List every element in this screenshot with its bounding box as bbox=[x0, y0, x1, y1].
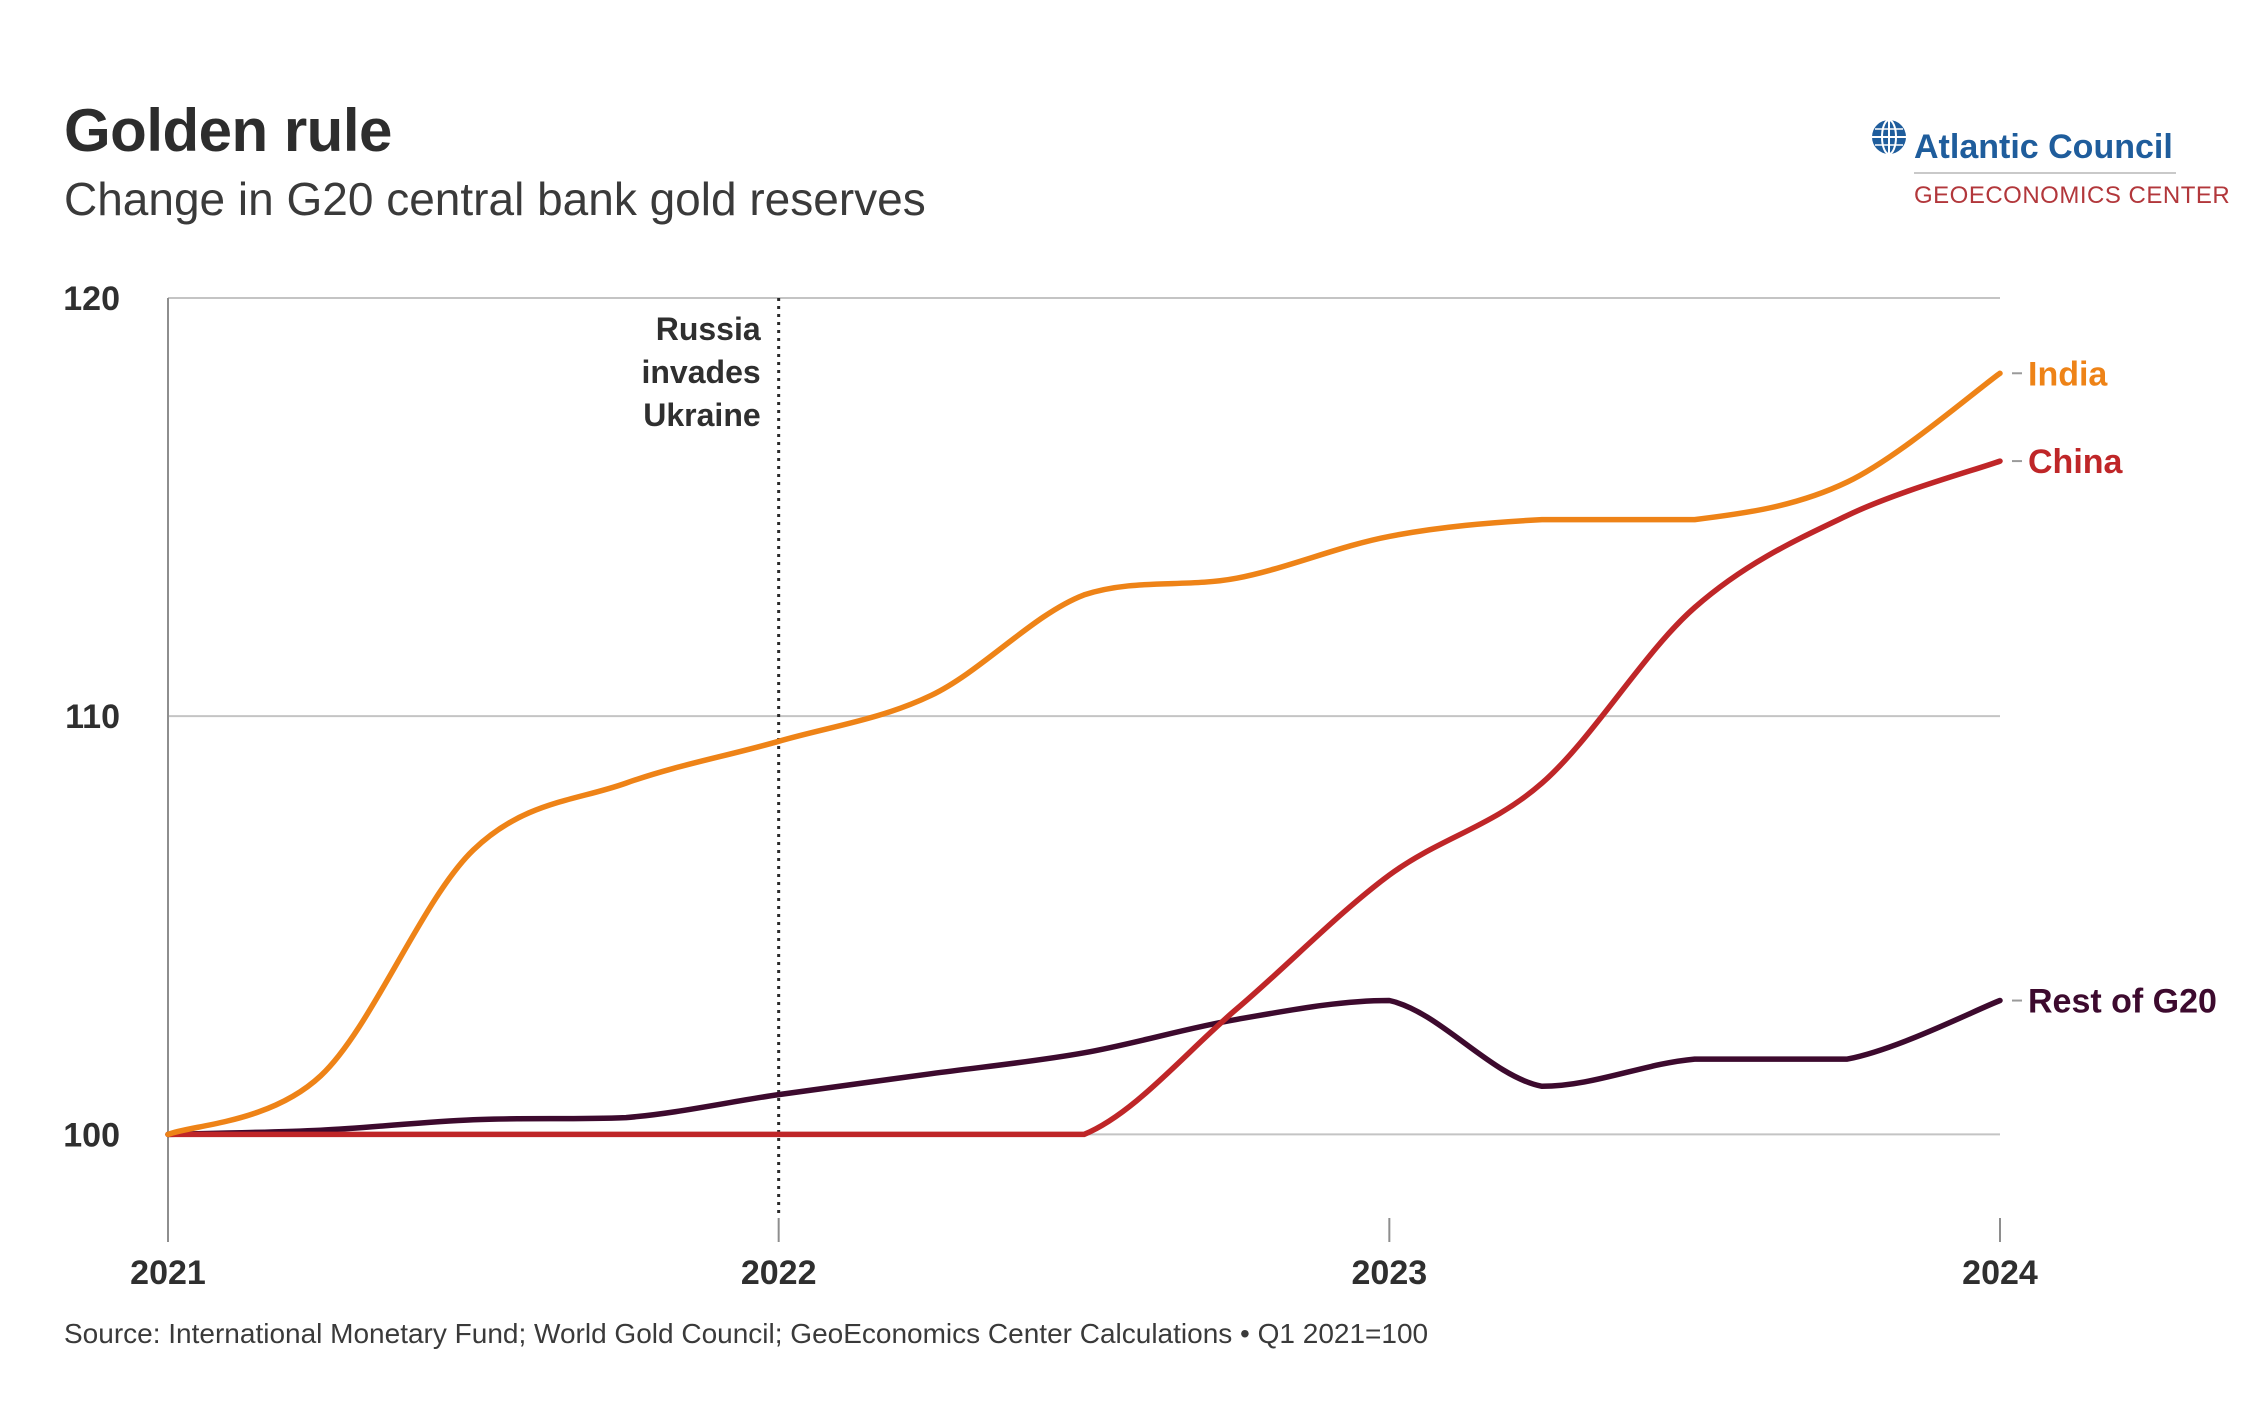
series-line-china bbox=[165, 458, 2003, 1138]
annotation-text: Russia bbox=[656, 311, 761, 347]
source-note: Source: International Monetary Fund; Wor… bbox=[64, 1318, 1429, 1349]
x-tick-label: 2024 bbox=[1962, 1254, 2038, 1292]
series-label-china: China bbox=[2028, 443, 2124, 481]
annotation-text: Ukraine bbox=[643, 397, 760, 433]
atlantic-council-logo: Atlantic Council GEOECONOMICS CENTER bbox=[1870, 112, 2230, 212]
logo-name: Atlantic Council bbox=[1914, 128, 2173, 166]
globe-icon bbox=[1872, 119, 1906, 155]
series-label-rest-of-g20: Rest of G20 bbox=[2028, 983, 2217, 1021]
series-label-india: India bbox=[2028, 355, 2108, 393]
y-tick-label: 120 bbox=[63, 280, 120, 318]
chart-title: Golden rule bbox=[64, 97, 392, 164]
chart-subtitle: Change in G20 central bank gold reserves bbox=[64, 173, 926, 225]
logo-subname: GEOECONOMICS CENTER bbox=[1914, 182, 2231, 209]
y-tick-label: 100 bbox=[63, 1116, 120, 1154]
x-tick-label: 2022 bbox=[741, 1254, 817, 1292]
annotation-text: invades bbox=[641, 354, 760, 390]
series-line-india bbox=[165, 370, 2003, 1138]
y-tick-label: 110 bbox=[65, 698, 120, 736]
logo-divider bbox=[1914, 172, 2176, 174]
series-line-rest-of-g20 bbox=[165, 997, 2003, 1138]
x-tick-label: 2023 bbox=[1352, 1254, 1428, 1292]
x-tick-label: 2021 bbox=[130, 1254, 206, 1292]
